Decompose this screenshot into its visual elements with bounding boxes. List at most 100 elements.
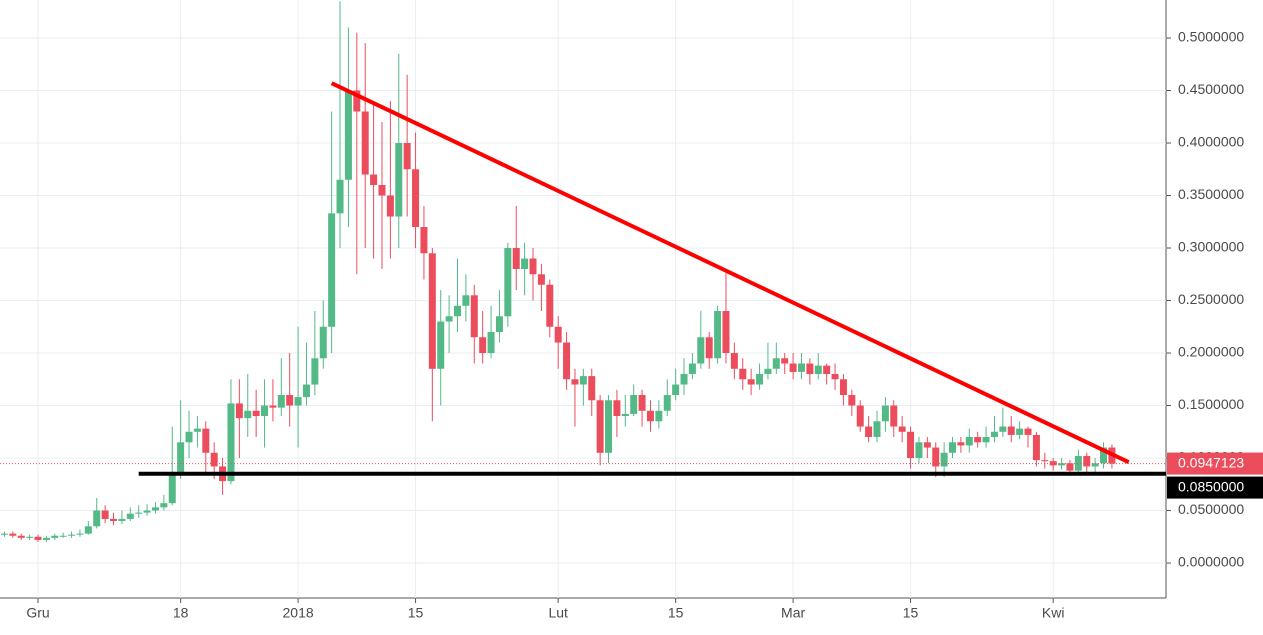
candle-body xyxy=(1032,434,1040,461)
candle-body xyxy=(797,363,805,372)
candle-body xyxy=(336,179,344,214)
candle-body xyxy=(688,363,696,375)
candle-body xyxy=(487,332,495,354)
candle-body xyxy=(865,426,873,438)
y-tick-label: 0.0000000 xyxy=(1178,554,1244,570)
candle-body xyxy=(974,437,982,443)
candle-body xyxy=(873,421,881,438)
candle-body xyxy=(856,405,864,427)
candle-body xyxy=(386,195,394,217)
trendline xyxy=(330,81,1130,465)
candle-body xyxy=(672,384,680,396)
y-tick-label: 0.3000000 xyxy=(1178,239,1244,255)
y-tick-label: 0.5000000 xyxy=(1178,29,1244,45)
candle-body xyxy=(915,442,923,459)
candle-body xyxy=(554,326,562,343)
candle-body xyxy=(806,363,814,375)
overlay-layer: 0.00000000.05000000.10000000.15000000.20… xyxy=(26,29,1263,621)
candle-body xyxy=(1058,463,1066,466)
candle-body xyxy=(84,526,92,534)
candle-body xyxy=(193,428,201,432)
candle-body xyxy=(831,374,839,380)
candle-body xyxy=(479,337,487,354)
support-label: 0.0850000 xyxy=(1178,478,1244,494)
candle-body xyxy=(764,368,772,375)
candle-body xyxy=(76,533,84,535)
candle-body xyxy=(722,311,730,354)
x-tick-label: Gru xyxy=(26,605,49,621)
candle-body xyxy=(319,326,327,359)
candle-body xyxy=(311,358,319,385)
candle-body xyxy=(59,535,67,537)
candle-body xyxy=(1016,428,1024,435)
candle-body xyxy=(412,169,420,228)
candle-body xyxy=(907,431,915,459)
candle-body xyxy=(848,395,856,406)
candle-body xyxy=(1066,463,1074,471)
candle-body xyxy=(495,316,503,333)
support-box xyxy=(1167,476,1263,499)
candle-body xyxy=(789,363,797,372)
x-tick-label: 15 xyxy=(668,605,684,621)
candle-body xyxy=(663,395,671,411)
candle-body xyxy=(26,536,34,538)
candle-body xyxy=(34,536,42,540)
candle-body xyxy=(1083,455,1091,467)
candle-body xyxy=(151,507,159,511)
candle-body xyxy=(705,337,713,359)
x-tick-label: Mar xyxy=(781,605,805,621)
candle-body xyxy=(403,143,411,170)
candle-body xyxy=(462,295,470,306)
data-layer xyxy=(0,1,1166,543)
candle-body xyxy=(277,395,285,408)
candle-body xyxy=(185,431,193,443)
candle-body xyxy=(244,410,252,419)
candle-body xyxy=(454,305,461,317)
candle-body xyxy=(1024,428,1032,435)
candle-body xyxy=(378,185,386,196)
candle-body xyxy=(110,518,118,522)
candle-body xyxy=(923,442,931,448)
candle-body xyxy=(512,248,520,270)
candle-body xyxy=(252,410,260,417)
candle-body xyxy=(286,395,294,406)
candle-body xyxy=(437,321,445,369)
candle-body xyxy=(17,535,25,538)
y-tick-label: 0.4500000 xyxy=(1178,81,1244,97)
candle-body xyxy=(470,295,478,338)
candle-body xyxy=(697,337,705,364)
candle-body xyxy=(344,90,352,180)
candle-body xyxy=(714,311,722,359)
candle-body xyxy=(42,537,50,540)
candle-body xyxy=(101,510,109,519)
candle-body xyxy=(680,374,688,385)
y-tick-label: 0.2000000 xyxy=(1178,344,1244,360)
grid-layer xyxy=(0,0,1171,603)
candle-body xyxy=(361,111,369,175)
x-tick-label: Lut xyxy=(548,605,568,621)
x-tick-label: 15 xyxy=(408,605,424,621)
candle-body xyxy=(638,395,646,411)
candle-body xyxy=(621,413,629,417)
candle-body xyxy=(328,213,336,327)
candle-body xyxy=(781,358,789,364)
candle-body xyxy=(756,374,764,385)
candle-body xyxy=(630,395,638,414)
candle-body xyxy=(227,403,235,482)
candle-body xyxy=(0,533,8,535)
candle-body xyxy=(957,442,965,446)
candle-body xyxy=(990,431,998,438)
candle-body xyxy=(1091,463,1099,467)
candle-body xyxy=(93,510,101,527)
candle-body xyxy=(118,518,126,522)
x-tick-label: 15 xyxy=(903,605,919,621)
candle-body xyxy=(747,379,755,385)
candle-body xyxy=(579,376,587,385)
y-tick-label: 0.3500000 xyxy=(1178,186,1244,202)
candle-body xyxy=(613,400,621,417)
candle-body xyxy=(739,368,747,380)
candle-body xyxy=(529,258,537,275)
candle-body xyxy=(9,533,17,536)
candle-body xyxy=(588,376,596,401)
